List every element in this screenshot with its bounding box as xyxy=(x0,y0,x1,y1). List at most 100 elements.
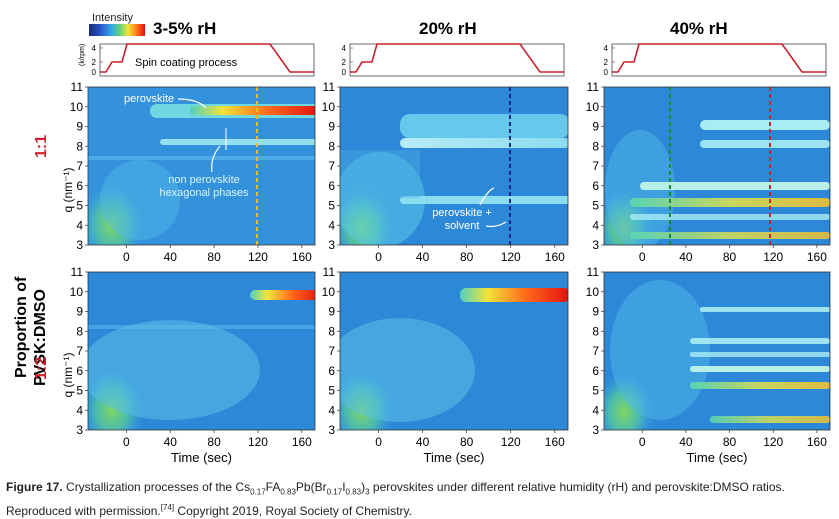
spin-tick-label: 2 xyxy=(604,58,609,67)
spin-axis-label: (k/rpm) xyxy=(79,44,86,66)
time-tick-label: 40 xyxy=(164,435,178,449)
q-tick-label: 8 xyxy=(592,324,599,338)
q-tick-label: 9 xyxy=(592,120,599,134)
spin-tick-label: 0 xyxy=(342,68,347,77)
time-tick-label: 160 xyxy=(292,435,312,449)
q-tick-label: 4 xyxy=(328,403,335,417)
time-tick-label: 40 xyxy=(679,435,693,449)
svg-text:perovskite +: perovskite + xyxy=(432,207,492,219)
q-tick-label: 5 xyxy=(328,199,335,213)
q-tick-label: 11 xyxy=(323,80,336,94)
time-tick-label: 80 xyxy=(723,250,737,264)
row-label-2: 1:2 xyxy=(33,357,50,380)
time-tick-label: 0 xyxy=(123,250,130,264)
spin-tick-label: 0 xyxy=(604,68,609,77)
q-tick-label: 8 xyxy=(328,139,335,153)
q-axis-label-row1: q (nm⁻¹) xyxy=(61,167,75,212)
figure-17: Intensity 3-5% rH 20% rH 40% rH Proporti… xyxy=(13,12,831,465)
q-tick-label: 11 xyxy=(71,265,84,279)
time-tick-label: 160 xyxy=(807,435,827,449)
svg-text:non perovskite: non perovskite xyxy=(168,174,240,186)
q-tick-label: 11 xyxy=(587,265,600,279)
annotation-perovskite-solvent: perovskite + solvent xyxy=(432,187,507,232)
time-tick-label: 80 xyxy=(207,435,221,449)
annotation-perovskite: perovskite xyxy=(124,93,207,109)
q-tick-label: 11 xyxy=(323,265,336,279)
panel-axes-1: 3 4 5 6 7 8 9 10 11 0 40 80 120 160 xyxy=(70,80,313,264)
time-axis-label: Time (sec) xyxy=(171,450,232,465)
column-title-3: 40% rH xyxy=(670,19,728,38)
spin-profile-line xyxy=(350,43,564,73)
time-tick-label: 40 xyxy=(416,435,430,449)
time-tick-label: 120 xyxy=(501,250,521,264)
time-tick-label: 160 xyxy=(807,250,827,264)
spin-coating-plot-1: 02 4 (k/rpm) Spin coating process xyxy=(79,43,315,77)
spin-coating-plot-2: 02 4 xyxy=(342,43,565,77)
q-tick-label: 5 xyxy=(328,384,335,398)
time-tick-label: 0 xyxy=(375,250,382,264)
svg-text:perovskite: perovskite xyxy=(124,93,174,105)
svg-text:Proportion of: Proportion of xyxy=(13,276,30,378)
q-tick-label: 7 xyxy=(328,344,335,358)
annotation-non-perovskite: non perovskite hexagonal phases xyxy=(159,128,249,199)
q-tick-label: 7 xyxy=(76,159,83,173)
q-tick-label: 5 xyxy=(592,199,599,213)
q-tick-label: 9 xyxy=(328,120,335,134)
time-tick-label: 80 xyxy=(460,250,474,264)
time-tick-label: 0 xyxy=(639,250,646,264)
q-tick-label: 10 xyxy=(586,100,600,114)
q-tick-label: 5 xyxy=(592,384,599,398)
spin-process-label: Spin coating process xyxy=(135,57,238,69)
column-title-2: 20% rH xyxy=(419,19,477,38)
q-tick-label: 5 xyxy=(76,199,83,213)
spin-profile-line xyxy=(100,43,314,73)
q-tick-label: 10 xyxy=(322,285,336,299)
spin-profile-line xyxy=(612,43,826,73)
spin-tick-label: 2 xyxy=(92,58,97,67)
q-tick-label: 3 xyxy=(592,238,599,252)
time-tick-label: 160 xyxy=(545,435,565,449)
q-tick-label: 10 xyxy=(70,100,84,114)
q-tick-label: 7 xyxy=(592,344,599,358)
q-tick-label: 9 xyxy=(76,305,83,319)
q-tick-label: 4 xyxy=(592,218,599,232)
intensity-colorbar: Intensity xyxy=(89,12,145,36)
heatmap-panel-20rh-1to1 xyxy=(340,87,568,245)
time-tick-label: 120 xyxy=(763,250,783,264)
heatmap-panel-40rh-1to1 xyxy=(604,87,830,245)
time-tick-label: 40 xyxy=(679,250,693,264)
q-tick-label: 5 xyxy=(76,384,83,398)
row-axis-title: Proportion of PVSK:DMSO xyxy=(13,276,49,386)
q-tick-label: 4 xyxy=(76,218,83,232)
q-tick-label: 6 xyxy=(328,364,335,378)
time-tick-label: 40 xyxy=(164,250,178,264)
spin-coating-plot-3: 02 4 xyxy=(604,43,827,77)
svg-text:PVSK:DMSO: PVSK:DMSO xyxy=(32,289,49,386)
q-tick-label: 9 xyxy=(76,120,83,134)
heatmap-panel-3-5rh-1to2 xyxy=(88,272,315,430)
q-tick-label: 9 xyxy=(592,305,599,319)
spin-tick-label: 0 xyxy=(92,68,97,77)
q-tick-label: 10 xyxy=(322,100,336,114)
panel-axes-4: 3 4 5 6 7 8 9 10 11 0 40 80 120 160 Time (sec) xyxy=(70,265,313,465)
q-tick-label: 6 xyxy=(76,364,83,378)
q-tick-label: 4 xyxy=(328,218,335,232)
q-tick-label: 10 xyxy=(70,285,84,299)
panel-axes-2: 3 4 5 6 7 8 9 10 11 0 40 80 120 160 xyxy=(322,80,565,264)
q-tick-label: 7 xyxy=(592,159,599,173)
time-tick-label: 160 xyxy=(545,250,565,264)
caption-label: Figure 17. xyxy=(6,480,63,494)
q-tick-label: 8 xyxy=(328,324,335,338)
q-tick-label: 4 xyxy=(76,403,83,417)
q-axis-label-row2: q (nm⁻¹) xyxy=(61,352,75,397)
time-tick-label: 120 xyxy=(248,435,268,449)
intensity-label: Intensity xyxy=(92,12,133,24)
q-tick-label: 3 xyxy=(328,423,335,437)
q-tick-label: 3 xyxy=(328,238,335,252)
q-tick-label: 3 xyxy=(592,423,599,437)
time-tick-label: 0 xyxy=(639,435,646,449)
time-tick-label: 40 xyxy=(416,250,430,264)
time-axis-label: Time (sec) xyxy=(687,450,748,465)
q-tick-label: 10 xyxy=(586,285,600,299)
column-title-1: 3-5% rH xyxy=(153,19,216,38)
